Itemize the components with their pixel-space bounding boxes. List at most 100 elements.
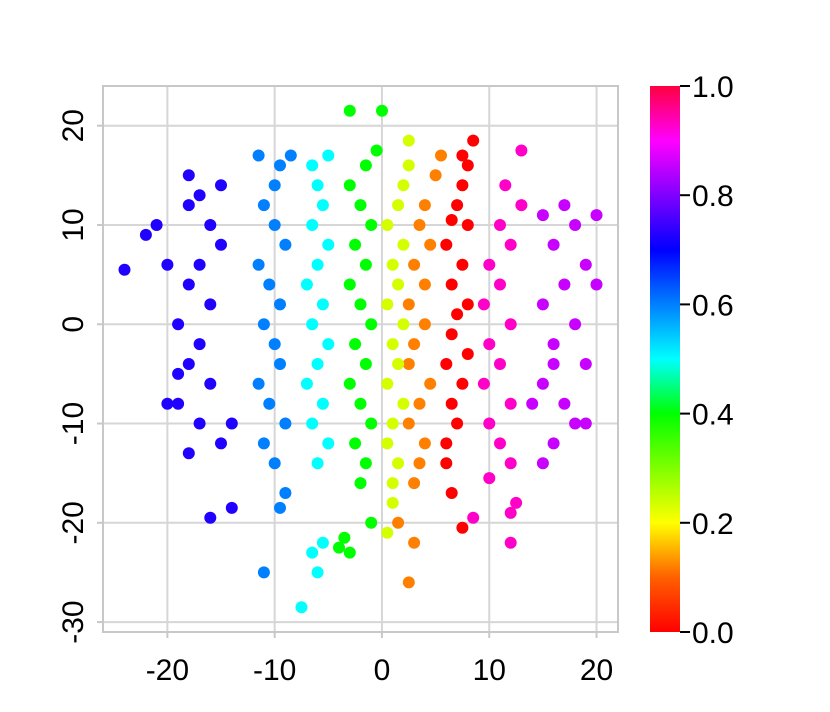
scatter-point (408, 477, 421, 490)
scatter-point (284, 149, 297, 162)
plot-frame (102, 85, 619, 633)
scatter-point (257, 318, 270, 331)
scatter-point (204, 219, 217, 231)
scatter-point (322, 149, 335, 162)
scatter-point (558, 278, 571, 291)
scatter-point (295, 601, 308, 614)
scatter-point (429, 169, 442, 182)
scatter-point (279, 417, 292, 430)
scatter-point (268, 457, 281, 470)
scatter-point (306, 546, 319, 559)
scatter-point (536, 298, 549, 311)
scatter-point (311, 566, 324, 579)
scatter-point (408, 258, 421, 271)
scatter-point (386, 258, 399, 271)
scatter-point (456, 149, 469, 162)
scatter-point (359, 159, 372, 172)
scatter-point (504, 238, 517, 251)
scatter-point (257, 566, 270, 579)
scatter-point (204, 298, 217, 311)
y-tick-label: 0 (57, 316, 90, 333)
scatter-point (274, 159, 286, 172)
scatter-point (268, 179, 281, 192)
scatter-point (349, 338, 362, 351)
scatter-point (392, 199, 405, 212)
scatter-point (274, 358, 286, 370)
scatter-point (397, 318, 410, 331)
scatter-point (268, 338, 281, 351)
scatter-point (343, 104, 356, 117)
scatter-point (392, 457, 405, 470)
scatter-point (182, 199, 195, 212)
scatter-point (494, 278, 506, 291)
scatter-point (494, 358, 506, 370)
scatter-point (252, 149, 265, 162)
scatter-point (418, 199, 431, 212)
scatter-point (257, 437, 270, 450)
scatter-point (515, 144, 528, 157)
scatter-point (499, 179, 512, 192)
scatter-point (316, 536, 329, 549)
scatter-point (536, 209, 549, 222)
scatter-point (349, 437, 362, 450)
scatter-point (547, 338, 560, 351)
scatter-point (182, 447, 195, 460)
scatter-point (504, 457, 517, 470)
scatter-point (569, 417, 582, 430)
y-tick-label: 20 (57, 109, 90, 142)
x-tick-label: 10 (473, 654, 506, 687)
scatter-point (536, 457, 549, 470)
scatter-point (445, 278, 458, 291)
scatter-point (440, 358, 453, 370)
colorbar-ticks: 0.0 0.2 0.4 0.6 0.8 1.0 (680, 71, 734, 650)
scatter-point (402, 159, 415, 172)
scatter-point (590, 278, 603, 291)
scatter-point (569, 219, 582, 231)
scatter-point (215, 437, 227, 450)
scatter-point (204, 377, 217, 390)
scatter-point (306, 417, 319, 430)
scatter-point (408, 536, 421, 549)
scatter-point (333, 541, 345, 554)
x-tick-label: 20 (580, 654, 613, 687)
scatter-point (558, 199, 571, 212)
scatter-point (579, 417, 592, 430)
scatter-point (365, 219, 378, 231)
scatter-point (504, 506, 517, 519)
colorbar (650, 86, 680, 632)
scatter-point (322, 338, 335, 351)
scatter-point (456, 377, 469, 390)
scatter-point (182, 278, 195, 291)
scatter-point (359, 358, 372, 370)
x-tick-label: -10 (253, 654, 296, 687)
scatter-point (402, 417, 415, 430)
scatter-point (526, 397, 539, 410)
scatter-point (263, 278, 276, 291)
scatter-point (461, 348, 474, 360)
scatter-point (306, 219, 319, 231)
scatter-point (252, 377, 265, 390)
colorbar-gradient (650, 86, 680, 632)
scatter-point (494, 437, 506, 450)
scatter-point (365, 516, 378, 529)
scatter-point (397, 179, 410, 192)
scatter-point (150, 219, 163, 231)
scatter-point (354, 397, 367, 410)
y-tick-label: 10 (57, 208, 90, 241)
scatter-point (316, 199, 329, 212)
scatter-point (392, 358, 405, 370)
scatter-point (547, 358, 560, 370)
scatter-point (440, 238, 453, 251)
scatter-point (381, 437, 394, 450)
scatter-point (547, 238, 560, 251)
scatter-point (510, 496, 523, 509)
scatter-point (381, 298, 394, 311)
scatter-point (322, 437, 335, 450)
scatter-point (300, 278, 313, 291)
scatter-point (118, 263, 131, 276)
scatter-point (268, 219, 281, 231)
scatter-point (300, 377, 313, 390)
scatter-point (161, 258, 174, 271)
scatter-point (579, 258, 592, 271)
scatter-point (257, 199, 270, 212)
